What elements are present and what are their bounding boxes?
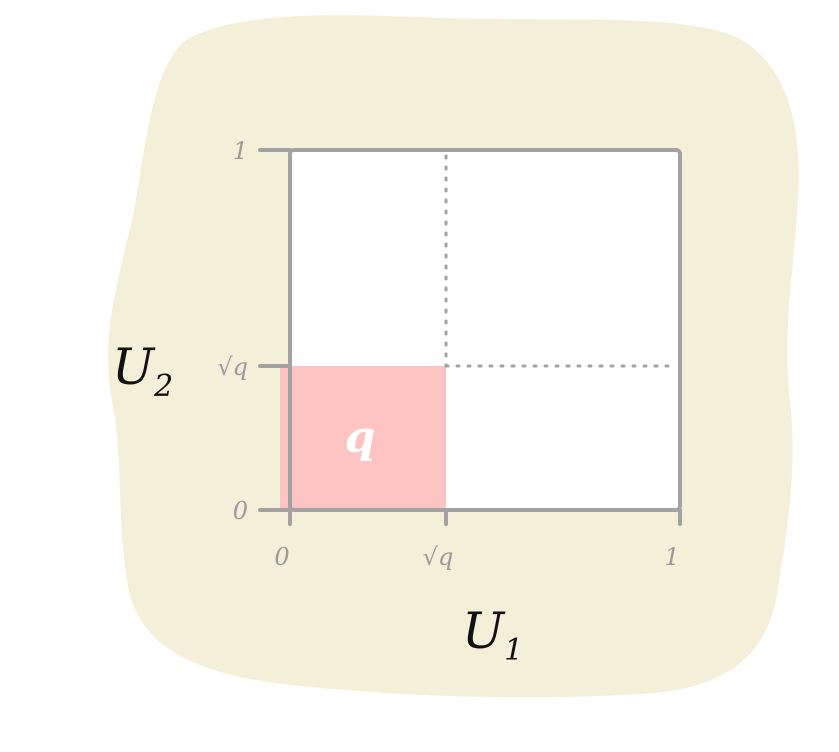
- unit-square-frame: [288, 148, 682, 512]
- y-axis-label-subscript: 2: [153, 369, 173, 404]
- y-axis-label: U2: [112, 338, 173, 404]
- probability-region: [280, 366, 446, 510]
- y-ticks: 0 √q 1: [217, 137, 292, 525]
- x-axis-label-main: U: [462, 602, 506, 660]
- x-tick-label: 0: [274, 543, 289, 571]
- y-tick-label: 0: [233, 497, 248, 525]
- x-tick-label: √q: [423, 543, 454, 571]
- x-axis-label-subscript: 1: [504, 633, 523, 668]
- y-tick-label: √q: [217, 353, 248, 381]
- x-tick-label: 1: [664, 543, 679, 571]
- y-tick-label: 1: [233, 137, 248, 165]
- x-ticks: 0 √q 1: [274, 508, 682, 571]
- y-axis-label-main: U: [112, 338, 156, 396]
- plot-area: 0 √q 1 0 √q 1 q: [217, 137, 682, 571]
- region-label: q: [345, 412, 376, 463]
- x-axis-label: U1: [462, 602, 523, 668]
